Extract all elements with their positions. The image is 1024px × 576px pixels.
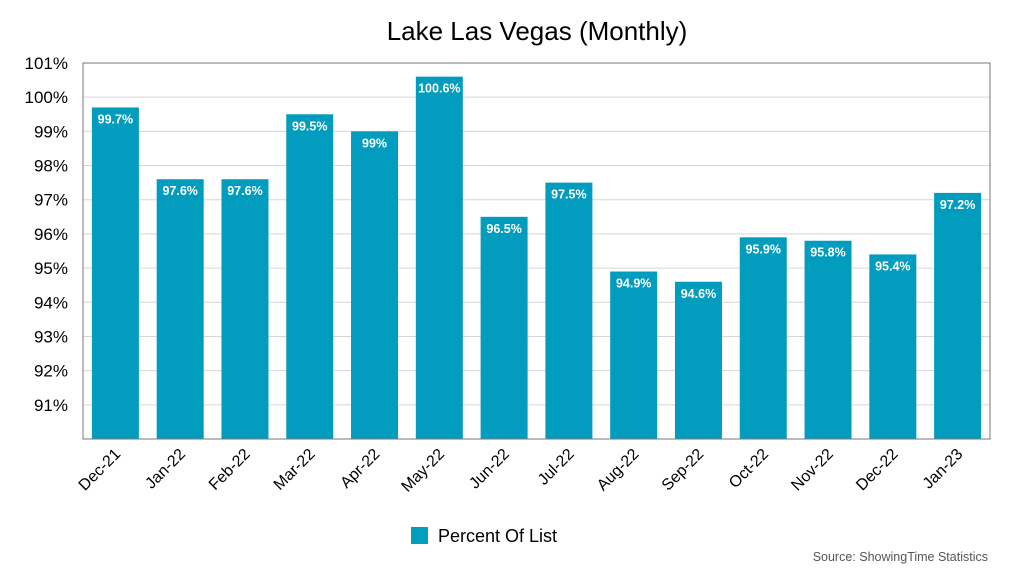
data-label: 99.5% <box>292 119 327 133</box>
legend: Percent Of List <box>411 526 557 546</box>
bar <box>221 179 269 439</box>
x-tick-label: Jun-22 <box>466 446 513 493</box>
y-tick-label: 92% <box>34 362 68 381</box>
data-label: 97.6% <box>227 184 262 198</box>
y-tick-label: 97% <box>34 191 68 210</box>
x-tick-label: Apr-22 <box>337 446 383 492</box>
y-tick-label: 96% <box>34 225 68 244</box>
bar <box>739 237 787 439</box>
bar <box>869 254 917 439</box>
y-tick-label: 99% <box>34 122 68 141</box>
bar <box>351 131 399 439</box>
x-tick-label: Feb-22 <box>206 446 254 494</box>
x-tick-label: Dec-21 <box>76 446 125 495</box>
bar <box>610 271 658 439</box>
bar <box>934 192 982 439</box>
x-tick-label: Sep-22 <box>659 446 708 495</box>
data-label: 100.6% <box>418 82 460 96</box>
chart-title: Lake Las Vegas (Monthly) <box>387 16 688 46</box>
data-label: 94.9% <box>616 277 651 291</box>
y-tick-label: 93% <box>34 327 68 346</box>
bars: 99.7% 97.6% 97.6% 99.5% 99% 100.6% 96.5% 97.5% 9… <box>91 76 982 440</box>
bar <box>286 114 334 439</box>
legend-swatch <box>411 527 428 544</box>
plot-frame <box>82 62 991 440</box>
bar <box>480 216 528 439</box>
bar <box>415 76 463 439</box>
gridlines <box>83 62 990 406</box>
x-tick-label: Oct-22 <box>726 446 772 492</box>
bar <box>674 281 722 439</box>
y-tick-label: 101% <box>25 54 68 73</box>
x-tick-label: Mar-22 <box>271 446 319 494</box>
y-tick-label: 95% <box>34 259 68 278</box>
data-label: 97.6% <box>162 184 197 198</box>
data-label: 94.6% <box>681 287 716 301</box>
source-note: Source: ShowingTime Statistics <box>813 550 988 564</box>
data-label: 95.9% <box>746 242 781 256</box>
y-tick-label: 98% <box>34 157 68 176</box>
x-tick-label: Jul-22 <box>535 446 578 489</box>
legend-label: Percent Of List <box>438 526 557 546</box>
data-label: 96.5% <box>486 222 521 236</box>
x-tick-label: Dec-22 <box>853 446 902 495</box>
y-axis: 91% 92% 93% 94% 95% 96% 97% 98% 99% 100% 101% <box>25 54 68 415</box>
data-label: 97.5% <box>551 188 586 202</box>
data-label: 97.2% <box>940 198 975 212</box>
bar <box>804 240 852 439</box>
data-label: 99% <box>362 136 387 150</box>
x-tick-label: Nov-22 <box>788 446 837 495</box>
bar <box>545 182 593 440</box>
data-label: 99.7% <box>98 112 133 126</box>
x-tick-label: May-22 <box>398 446 448 496</box>
data-label: 95.8% <box>810 246 845 260</box>
x-tick-label: Aug-22 <box>594 446 643 495</box>
x-tick-label: Jan-22 <box>142 446 189 493</box>
y-tick-label: 94% <box>34 293 68 312</box>
y-tick-label: 100% <box>25 88 68 107</box>
y-tick-label: 91% <box>34 396 68 415</box>
x-axis: Dec-21 Jan-22 Feb-22 Mar-22 Apr-22 May-22 Jun-… <box>76 446 967 496</box>
bar <box>91 107 139 439</box>
x-tick-label: Jan-23 <box>920 446 967 493</box>
bar <box>156 179 204 439</box>
data-label: 95.4% <box>875 259 910 273</box>
